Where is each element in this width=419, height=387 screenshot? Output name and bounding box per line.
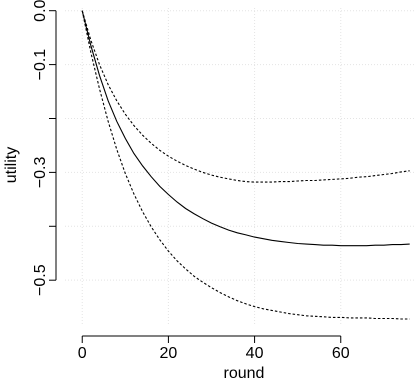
y-tick-label: 0.0 [32, 0, 49, 22]
x-tick-label: 20 [160, 345, 178, 362]
y-tick-label: −0.1 [32, 49, 49, 81]
series-line-dashed [81, 10, 410, 183]
x-axis-label: round [224, 365, 265, 382]
series-line-solid [81, 10, 410, 247]
y-tick-label: −0.5 [32, 264, 49, 296]
x-tick-label: 60 [332, 345, 350, 362]
y-axis-label: utility [3, 147, 20, 183]
y-tick-label: −0.3 [32, 156, 49, 188]
x-tick-label: 40 [246, 345, 264, 362]
gridlines [65, 8, 414, 326]
x-tick-label: 0 [78, 345, 87, 362]
series-group [81, 10, 410, 320]
axes: 0 20 40 60 0.0 −0.1 −0.3 −0.5 [32, 0, 350, 362]
series-line-dashed [81, 10, 410, 320]
